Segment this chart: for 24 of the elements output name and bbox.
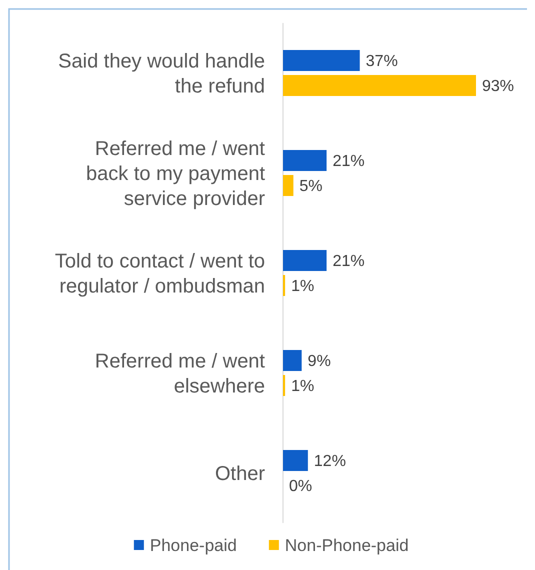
data-label: 12% — [314, 453, 346, 470]
legend-label: Phone-paid — [150, 536, 237, 555]
data-label: 1% — [291, 278, 314, 296]
data-label: 93% — [482, 78, 514, 96]
data-label: 0% — [289, 478, 312, 496]
y-tick-label: Referred me / went back to my payment service provider — [86, 138, 266, 210]
data-label: 21% — [332, 153, 365, 170]
y-tick-label: Other — [214, 463, 266, 485]
data-label: 37% — [366, 53, 398, 70]
bar — [283, 50, 360, 71]
data-label: 5% — [299, 178, 322, 196]
y-tick-label: Told to contact / went to regulator / ombudsman — [54, 250, 265, 298]
y-tick-label: Referred me / went elsewhere — [94, 350, 266, 398]
data-label: 9% — [308, 353, 331, 370]
data-label: 1% — [291, 378, 314, 396]
data-label: 21% — [332, 253, 365, 270]
bar — [283, 450, 308, 471]
bar — [283, 175, 294, 196]
legend-label: Non-Phone-paid — [284, 536, 409, 555]
bar — [283, 150, 327, 171]
y-tick-label: Said they would handle the refund — [58, 50, 265, 98]
bar — [283, 350, 302, 371]
bar — [283, 250, 327, 271]
bar — [283, 75, 476, 96]
